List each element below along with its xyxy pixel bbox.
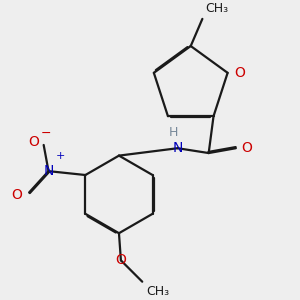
Text: H: H bbox=[169, 125, 178, 139]
Text: O: O bbox=[11, 188, 22, 203]
Text: O: O bbox=[242, 141, 253, 155]
Text: N: N bbox=[172, 141, 183, 155]
Text: O: O bbox=[28, 135, 39, 149]
Text: +: + bbox=[56, 152, 66, 161]
Text: O: O bbox=[116, 254, 126, 267]
Text: −: − bbox=[41, 127, 51, 140]
Text: CH₃: CH₃ bbox=[146, 285, 169, 298]
Text: O: O bbox=[234, 66, 245, 80]
Text: CH₃: CH₃ bbox=[205, 2, 228, 15]
Text: N: N bbox=[43, 164, 54, 178]
